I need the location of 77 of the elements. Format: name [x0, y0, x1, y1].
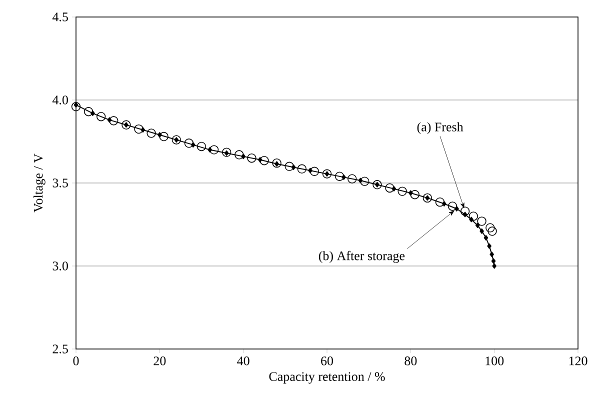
point	[96, 112, 106, 122]
point	[448, 202, 458, 211]
point	[392, 186, 396, 192]
x-tick-label: 20	[154, 356, 166, 366]
point	[408, 190, 413, 196]
point	[334, 172, 344, 181]
point	[435, 197, 445, 207]
point	[272, 158, 282, 168]
point	[209, 145, 219, 154]
x-axis-title: Capacity retention / %	[269, 372, 385, 384]
x-tick-label: 40	[237, 356, 250, 366]
x-tick-label: 0	[73, 356, 79, 366]
point	[107, 117, 112, 123]
point	[109, 116, 118, 126]
point	[208, 147, 212, 152]
point	[454, 206, 459, 212]
point	[342, 174, 346, 180]
point	[360, 176, 370, 186]
point	[460, 206, 470, 216]
point	[190, 142, 196, 148]
point	[146, 128, 156, 138]
point	[475, 222, 480, 228]
point	[284, 162, 294, 171]
point	[90, 110, 95, 116]
x-tick-label: 80	[404, 356, 417, 366]
point	[291, 164, 296, 170]
y-tick-label: 3.5	[52, 178, 68, 188]
y-tick-label: 3.0	[52, 262, 68, 270]
x-tick-label: 100	[486, 356, 504, 366]
point	[247, 154, 256, 163]
point	[310, 166, 320, 176]
y-tick-label: 2.5	[52, 344, 68, 354]
point	[122, 120, 131, 130]
point	[484, 235, 488, 240]
point	[71, 102, 81, 112]
y-tick-label: 4.0	[52, 96, 68, 104]
point	[372, 180, 382, 190]
point	[140, 127, 146, 133]
point	[172, 135, 181, 144]
point	[348, 174, 357, 184]
point	[488, 226, 497, 236]
point	[490, 252, 494, 258]
point	[222, 148, 232, 157]
point	[158, 132, 162, 138]
point	[358, 178, 363, 184]
point	[442, 201, 446, 206]
x-tick-label: 120	[569, 356, 588, 366]
point	[308, 168, 312, 174]
point	[322, 169, 332, 178]
point	[492, 263, 496, 269]
text: (a) Fresh	[417, 122, 464, 134]
point	[184, 138, 194, 148]
point	[422, 193, 432, 203]
point	[468, 212, 478, 221]
point	[196, 142, 206, 152]
point	[234, 150, 244, 160]
point	[385, 183, 394, 193]
point	[134, 124, 144, 134]
point	[297, 164, 306, 174]
point	[159, 132, 168, 142]
point	[410, 190, 420, 200]
text: (b) After storage	[318, 250, 405, 263]
point	[491, 258, 496, 264]
y-tick-label: 4.5	[52, 12, 68, 22]
x-tick-label: 60	[321, 356, 334, 366]
point	[487, 243, 492, 249]
point	[480, 228, 484, 234]
point	[84, 107, 94, 116]
point	[462, 212, 468, 218]
point	[260, 156, 269, 166]
point	[241, 154, 246, 160]
point	[469, 216, 474, 222]
point	[398, 186, 407, 196]
point	[477, 216, 486, 226]
point	[258, 157, 262, 162]
y-axis-title: Voltage / V	[34, 154, 46, 212]
point	[486, 223, 495, 232]
